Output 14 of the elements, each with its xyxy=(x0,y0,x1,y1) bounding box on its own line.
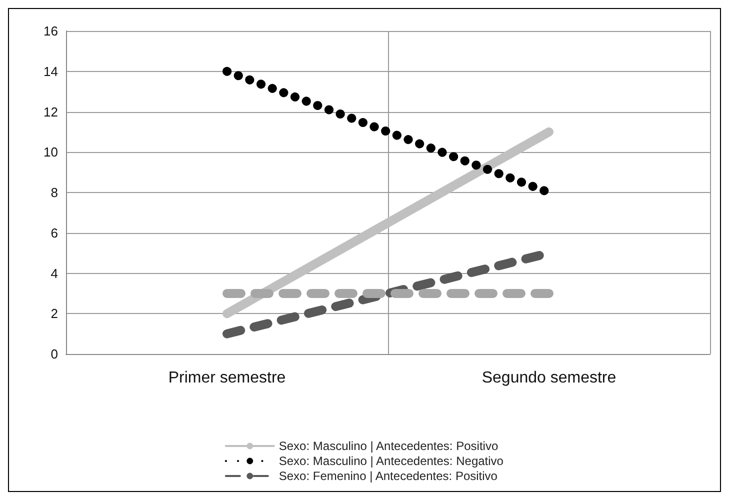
y-tick-label: 0 xyxy=(50,346,58,362)
x-tick-label: Segundo semestre xyxy=(482,370,616,386)
legend-label: Sexo: Femenino | Antecedentes: Positivo xyxy=(278,469,498,483)
y-tick-label: 6 xyxy=(50,225,58,240)
y-tick-label: 10 xyxy=(44,144,58,160)
y-tick-label: 8 xyxy=(50,185,58,200)
y-tick-label: 4 xyxy=(50,266,58,281)
y-tick-label: 16 xyxy=(44,24,58,38)
y-tick-label: 12 xyxy=(44,104,58,120)
y-tick-label: 2 xyxy=(50,306,58,322)
legend-label: Sexo: Masculino | Antecedentes: Positivo xyxy=(278,439,498,453)
legend-label: Sexo: Masculino | Antecedentes: Negativo xyxy=(278,454,504,468)
y-tick-label: 14 xyxy=(44,64,58,79)
x-tick-label: Primer semestre xyxy=(168,370,286,386)
